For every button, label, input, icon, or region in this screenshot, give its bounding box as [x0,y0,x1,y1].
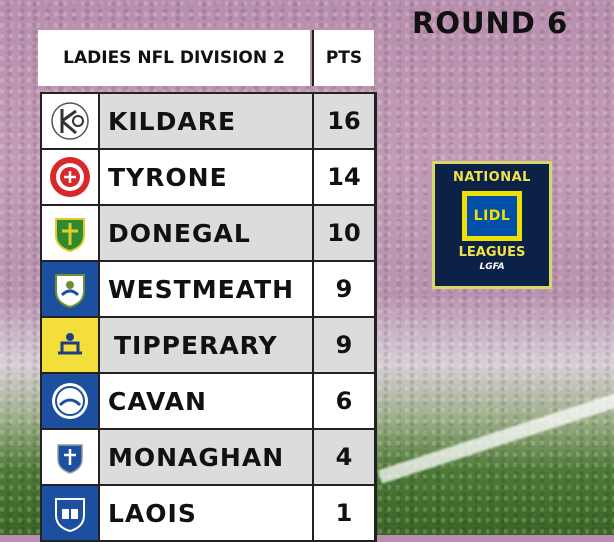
lgfa-text: LGFA [479,262,505,272]
tyrone-crest-icon [42,150,98,204]
laois-crest-icon [42,486,98,540]
pitch-line [377,377,614,484]
team-points: 14 [312,150,374,204]
kildare-crest-icon [42,94,98,148]
team-points: 9 [312,262,374,316]
team-points: 9 [312,318,374,372]
table-row: KILDARE 16 [42,94,375,150]
table-row: LAOIS 1 [42,486,375,540]
donegal-crest-icon [42,206,98,260]
team-name: TIPPERARY [98,318,312,372]
team-name: TYRONE [98,150,312,204]
team-points: 10 [312,206,374,260]
table-row: TIPPERARY 9 [42,318,375,374]
team-name: MONAGHAN [98,430,312,484]
round-title: ROUND 6 [412,6,569,40]
table-row: WESTMEATH 9 [42,262,375,318]
team-points: 4 [312,430,374,484]
team-name: WESTMEATH [98,262,312,316]
logo-top-text: NATIONAL [453,170,531,185]
standings-table: KILDARE 16 TYRONE 14 DONEGAL 10 WESTMEAT… [40,92,377,542]
table-row: DONEGAL 10 [42,206,375,262]
pts-header: PTS [312,30,374,86]
lidl-national-leagues-logo: NATIONAL LIDL LEAGUES LGFA [432,161,552,289]
team-name: CAVAN [98,374,312,428]
tipperary-crest-icon [42,318,98,372]
team-points: 6 [312,374,374,428]
team-points: 16 [312,94,374,148]
team-points: 1 [312,486,374,540]
table-row: CAVAN 6 [42,374,375,430]
team-name: KILDARE [98,94,312,148]
team-name: LAOIS [98,486,312,540]
table-row: MONAGHAN 4 [42,430,375,486]
team-name: DONEGAL [98,206,312,260]
division-header: LADIES NFL DIVISION 2 [38,30,310,86]
lidl-badge-icon: LIDL [460,189,524,243]
monaghan-crest-icon [42,430,98,484]
lidl-brand-text: LIDL [467,196,517,236]
westmeath-crest-icon [42,262,98,316]
cavan-crest-icon [42,374,98,428]
table-header: LADIES NFL DIVISION 2 PTS [38,30,374,86]
logo-bottom-text: LEAGUES [458,245,526,260]
table-row: TYRONE 14 [42,150,375,206]
